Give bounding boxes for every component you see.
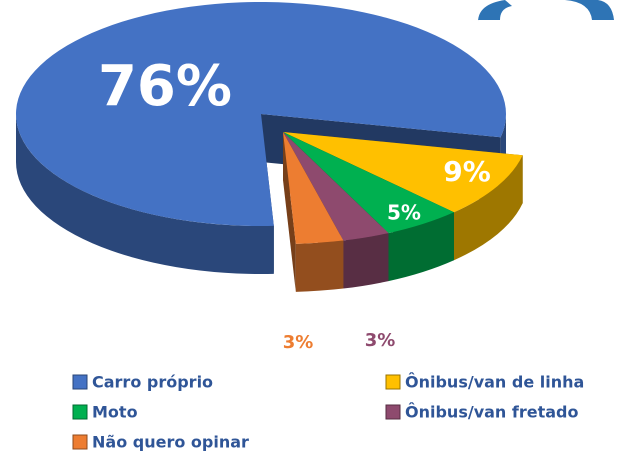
slice-side: [295, 240, 344, 292]
legend-label: Ônibus/van de linha: [405, 373, 584, 392]
data-label: 3%: [365, 330, 396, 351]
legend-swatch: [385, 374, 401, 390]
slice: [283, 132, 344, 244]
legend-label: Ônibus/van fretado: [405, 403, 578, 422]
slice-side: [453, 155, 523, 261]
legend-swatch: [72, 374, 88, 390]
slice: [283, 132, 389, 241]
data-label: 76%: [98, 54, 232, 119]
legend-label: Moto: [92, 403, 138, 422]
legend-label: Carro próprio: [92, 373, 213, 392]
legend-swatch: [385, 404, 401, 420]
data-label: 5%: [387, 201, 421, 225]
legend-label: Não quero opinar: [92, 433, 249, 452]
slice: [283, 132, 523, 213]
slice-side: [388, 212, 454, 282]
slice-wall: [283, 132, 296, 292]
data-label: 3%: [283, 332, 314, 353]
slice: [283, 132, 454, 234]
legend-swatch: [72, 404, 88, 420]
data-label: 9%: [443, 155, 491, 188]
slice-side: [343, 233, 389, 289]
decoration: [565, 0, 614, 20]
slice: [15, 2, 507, 227]
slice-side: [16, 114, 274, 274]
decoration: [478, 0, 512, 22]
legend-swatch: [72, 434, 88, 450]
